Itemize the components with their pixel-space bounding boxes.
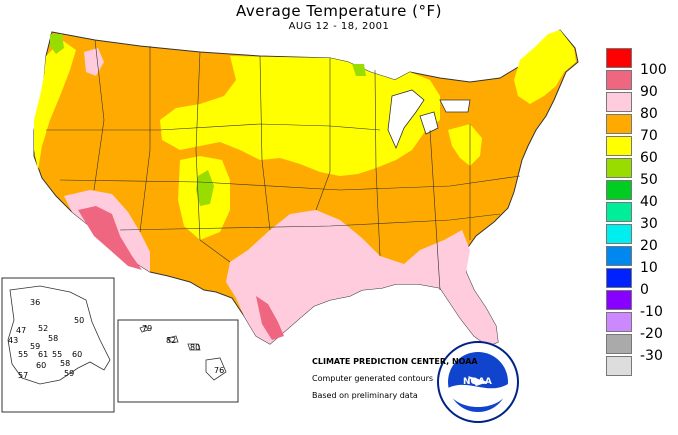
- alaska-value: 36: [30, 298, 41, 307]
- legend-label-90: 90: [640, 84, 658, 100]
- legend-swatch-10: [606, 246, 632, 266]
- alaska-value: 58: [48, 334, 59, 343]
- zone-50s-minnesota: [352, 64, 366, 76]
- legend-swatch-neg10: [606, 290, 632, 310]
- map-title: Average Temperature (°F): [236, 2, 442, 20]
- zone-60s-pacific: [34, 40, 76, 170]
- alaska-value: 59: [30, 342, 41, 351]
- legend-label-70: 70: [640, 128, 658, 144]
- legend-swatch-0: [606, 268, 632, 288]
- state-borders: [46, 39, 521, 291]
- zone-60s-newengland: [514, 30, 576, 104]
- hawaii-islands: [139, 325, 227, 381]
- hawaii-value: 79: [142, 324, 153, 333]
- alaska-value: 43: [8, 336, 19, 345]
- legend-swatch-below: [606, 356, 632, 376]
- legend-swatch-90: [606, 70, 632, 90]
- credit-line-agency: CLIMATE PREDICTION CENTER, NOAA: [312, 357, 478, 366]
- alaska-value: 55: [18, 350, 29, 359]
- alaska-value: 61: [38, 350, 49, 359]
- zone-60s-north: [160, 56, 440, 176]
- credit-line-data: Based on preliminary data: [312, 391, 418, 400]
- noaa-logo-text: NOAA: [463, 377, 492, 387]
- legend-label-20: 20: [640, 238, 658, 254]
- legend-label-40: 40: [640, 194, 658, 210]
- legend-label-neg10: -10: [640, 304, 663, 320]
- legend-label-80: 80: [640, 106, 658, 122]
- legend-label-0: 0: [640, 282, 649, 298]
- alaska-value: 57: [18, 371, 29, 380]
- legend-label-neg20: -20: [640, 326, 663, 342]
- noaa-logo: [437, 341, 519, 423]
- alaska-value: 47: [16, 326, 27, 335]
- legend-swatch-neg20: [606, 312, 632, 332]
- alaska-value: 50: [74, 316, 85, 325]
- legend-swatch-50: [606, 158, 632, 178]
- legend-label-100: 100: [640, 62, 667, 78]
- legend-label-60: 60: [640, 150, 658, 166]
- legend-swatch-30: [606, 202, 632, 222]
- alaska-value: 52: [38, 324, 49, 333]
- alaska-value: 58: [60, 359, 71, 368]
- zone-80s-south: [226, 210, 498, 346]
- great-lakes: [387, 89, 471, 150]
- hawaii-value: 82: [166, 336, 177, 345]
- zone-50s-rockies: [196, 170, 214, 206]
- legend-label-10: 10: [640, 260, 658, 276]
- legend-swatch-100: [606, 48, 632, 68]
- zone-90s-texas: [256, 296, 284, 340]
- map-subtitle: AUG 12 - 18, 2001: [288, 21, 390, 32]
- alaska-value: 60: [72, 350, 83, 359]
- credit-line-contours: Computer generated contours: [312, 374, 434, 383]
- alaska-value: 60: [36, 361, 47, 370]
- hawaii-value: 76: [214, 366, 225, 375]
- legend-swatch-80: [606, 92, 632, 112]
- legend-swatch-60: [606, 136, 632, 156]
- legend-label-50: 50: [640, 172, 658, 188]
- zone-90s-desert: [78, 206, 142, 270]
- legend-swatch-70: [606, 114, 632, 134]
- legend-label-neg30: -30: [640, 348, 663, 364]
- alaska-value: 55: [52, 350, 63, 359]
- alaska-value: 59: [64, 369, 75, 378]
- legend-swatch-40: [606, 180, 632, 200]
- zone-50s-washington: [50, 34, 64, 54]
- legend-label-30: 30: [640, 216, 658, 232]
- hawaii-value: 80: [190, 343, 201, 352]
- zone-80s-idaho: [84, 48, 104, 76]
- legend-swatch-neg30: [606, 334, 632, 354]
- alaska-outline: [7, 285, 111, 385]
- zone-60s-appalachia: [448, 124, 482, 166]
- legend-swatch-20: [606, 224, 632, 244]
